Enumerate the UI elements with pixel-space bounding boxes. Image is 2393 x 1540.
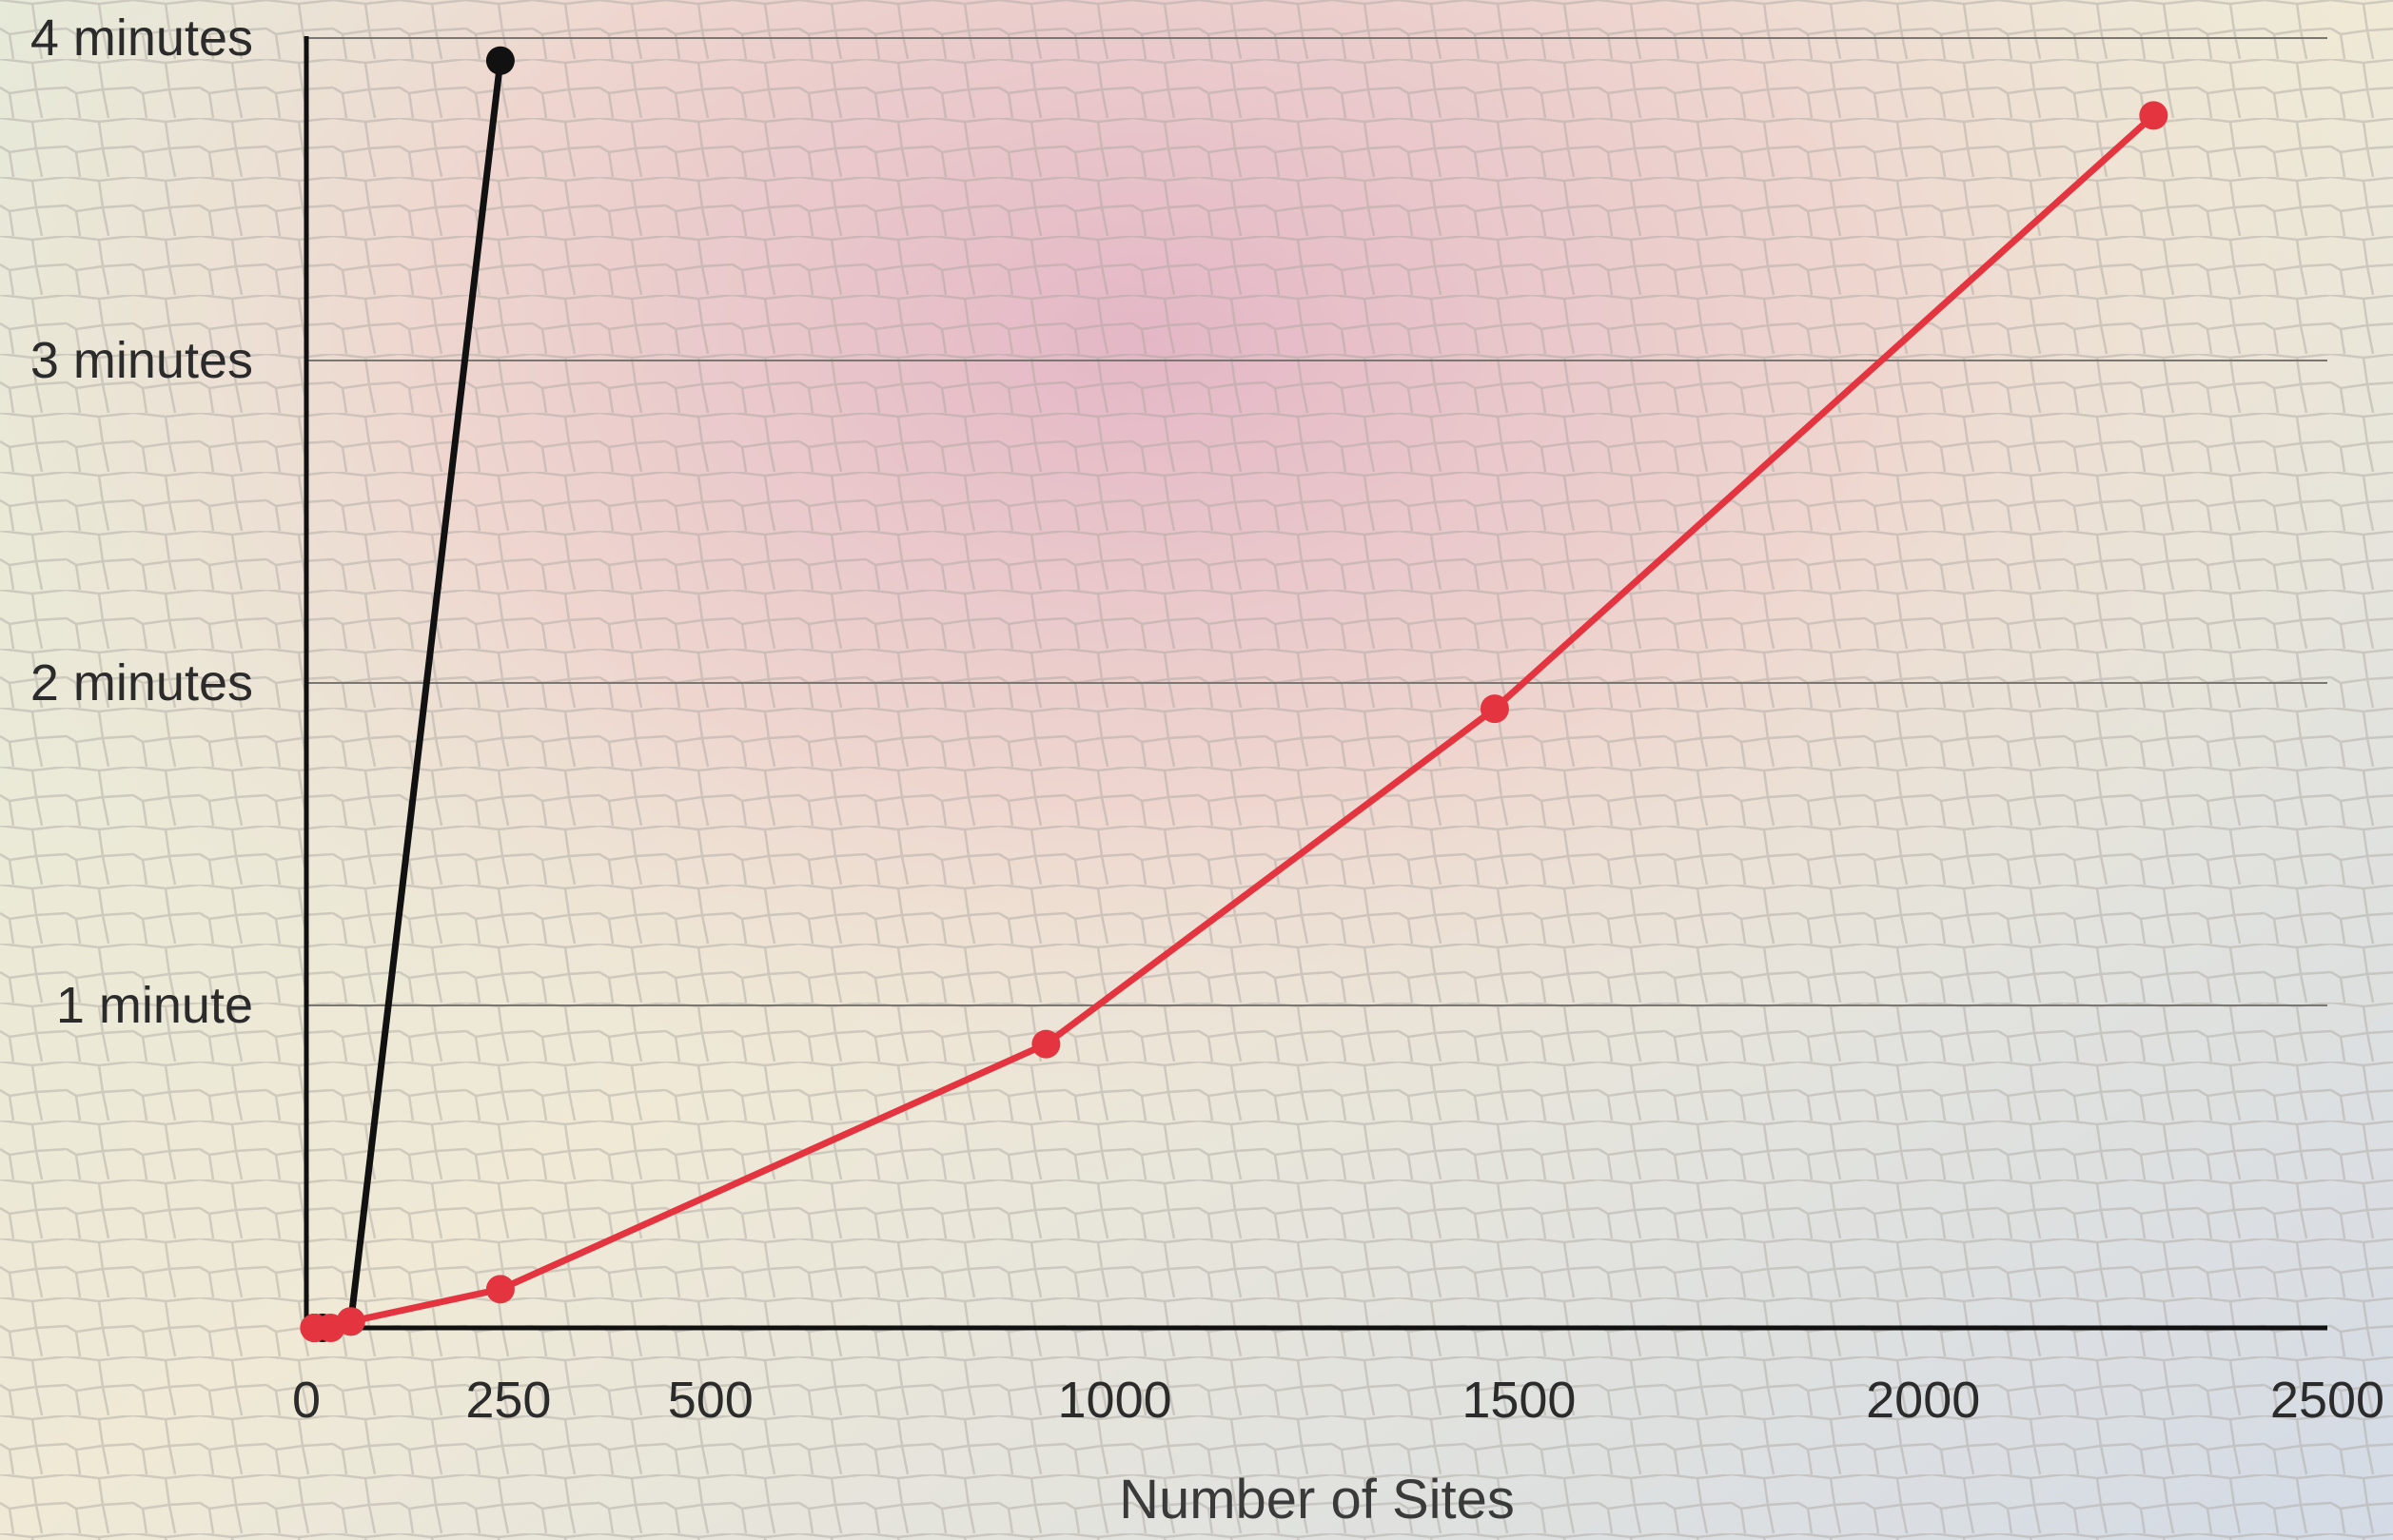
y-tick-label: 4 minutes xyxy=(30,10,253,67)
x-tick-label: 250 xyxy=(465,1372,551,1429)
series-1 xyxy=(300,101,2168,1342)
x-tick-labels: 0 250 500 1000 1500 2000 2500 xyxy=(292,1372,2384,1429)
y-tick-label: 1 minute xyxy=(56,977,253,1034)
data-point xyxy=(336,1307,365,1336)
series xyxy=(300,46,2168,1342)
data-point xyxy=(1031,1029,1061,1059)
data-point xyxy=(485,1275,515,1304)
x-tick-label: 1500 xyxy=(1461,1372,1576,1429)
x-axis-title: Number of Sites xyxy=(1119,1469,1515,1530)
axes xyxy=(304,36,2327,1331)
data-point xyxy=(1480,694,1509,724)
gridlines xyxy=(306,37,2327,1006)
data-point xyxy=(2139,101,2168,130)
y-tick-labels: 4 minutes 3 minutes 2 minutes 1 minute xyxy=(30,10,253,1034)
x-tick-label: 500 xyxy=(668,1372,754,1429)
data-point xyxy=(485,46,515,75)
x-tick-label: 1000 xyxy=(1058,1372,1172,1429)
x-tick-label: 2000 xyxy=(1866,1372,1980,1429)
y-tick-label: 2 minutes xyxy=(30,654,253,712)
x-tick-label: 0 xyxy=(292,1372,321,1429)
y-tick-label: 3 minutes xyxy=(30,332,253,389)
x-tick-label: 2500 xyxy=(2270,1372,2384,1429)
